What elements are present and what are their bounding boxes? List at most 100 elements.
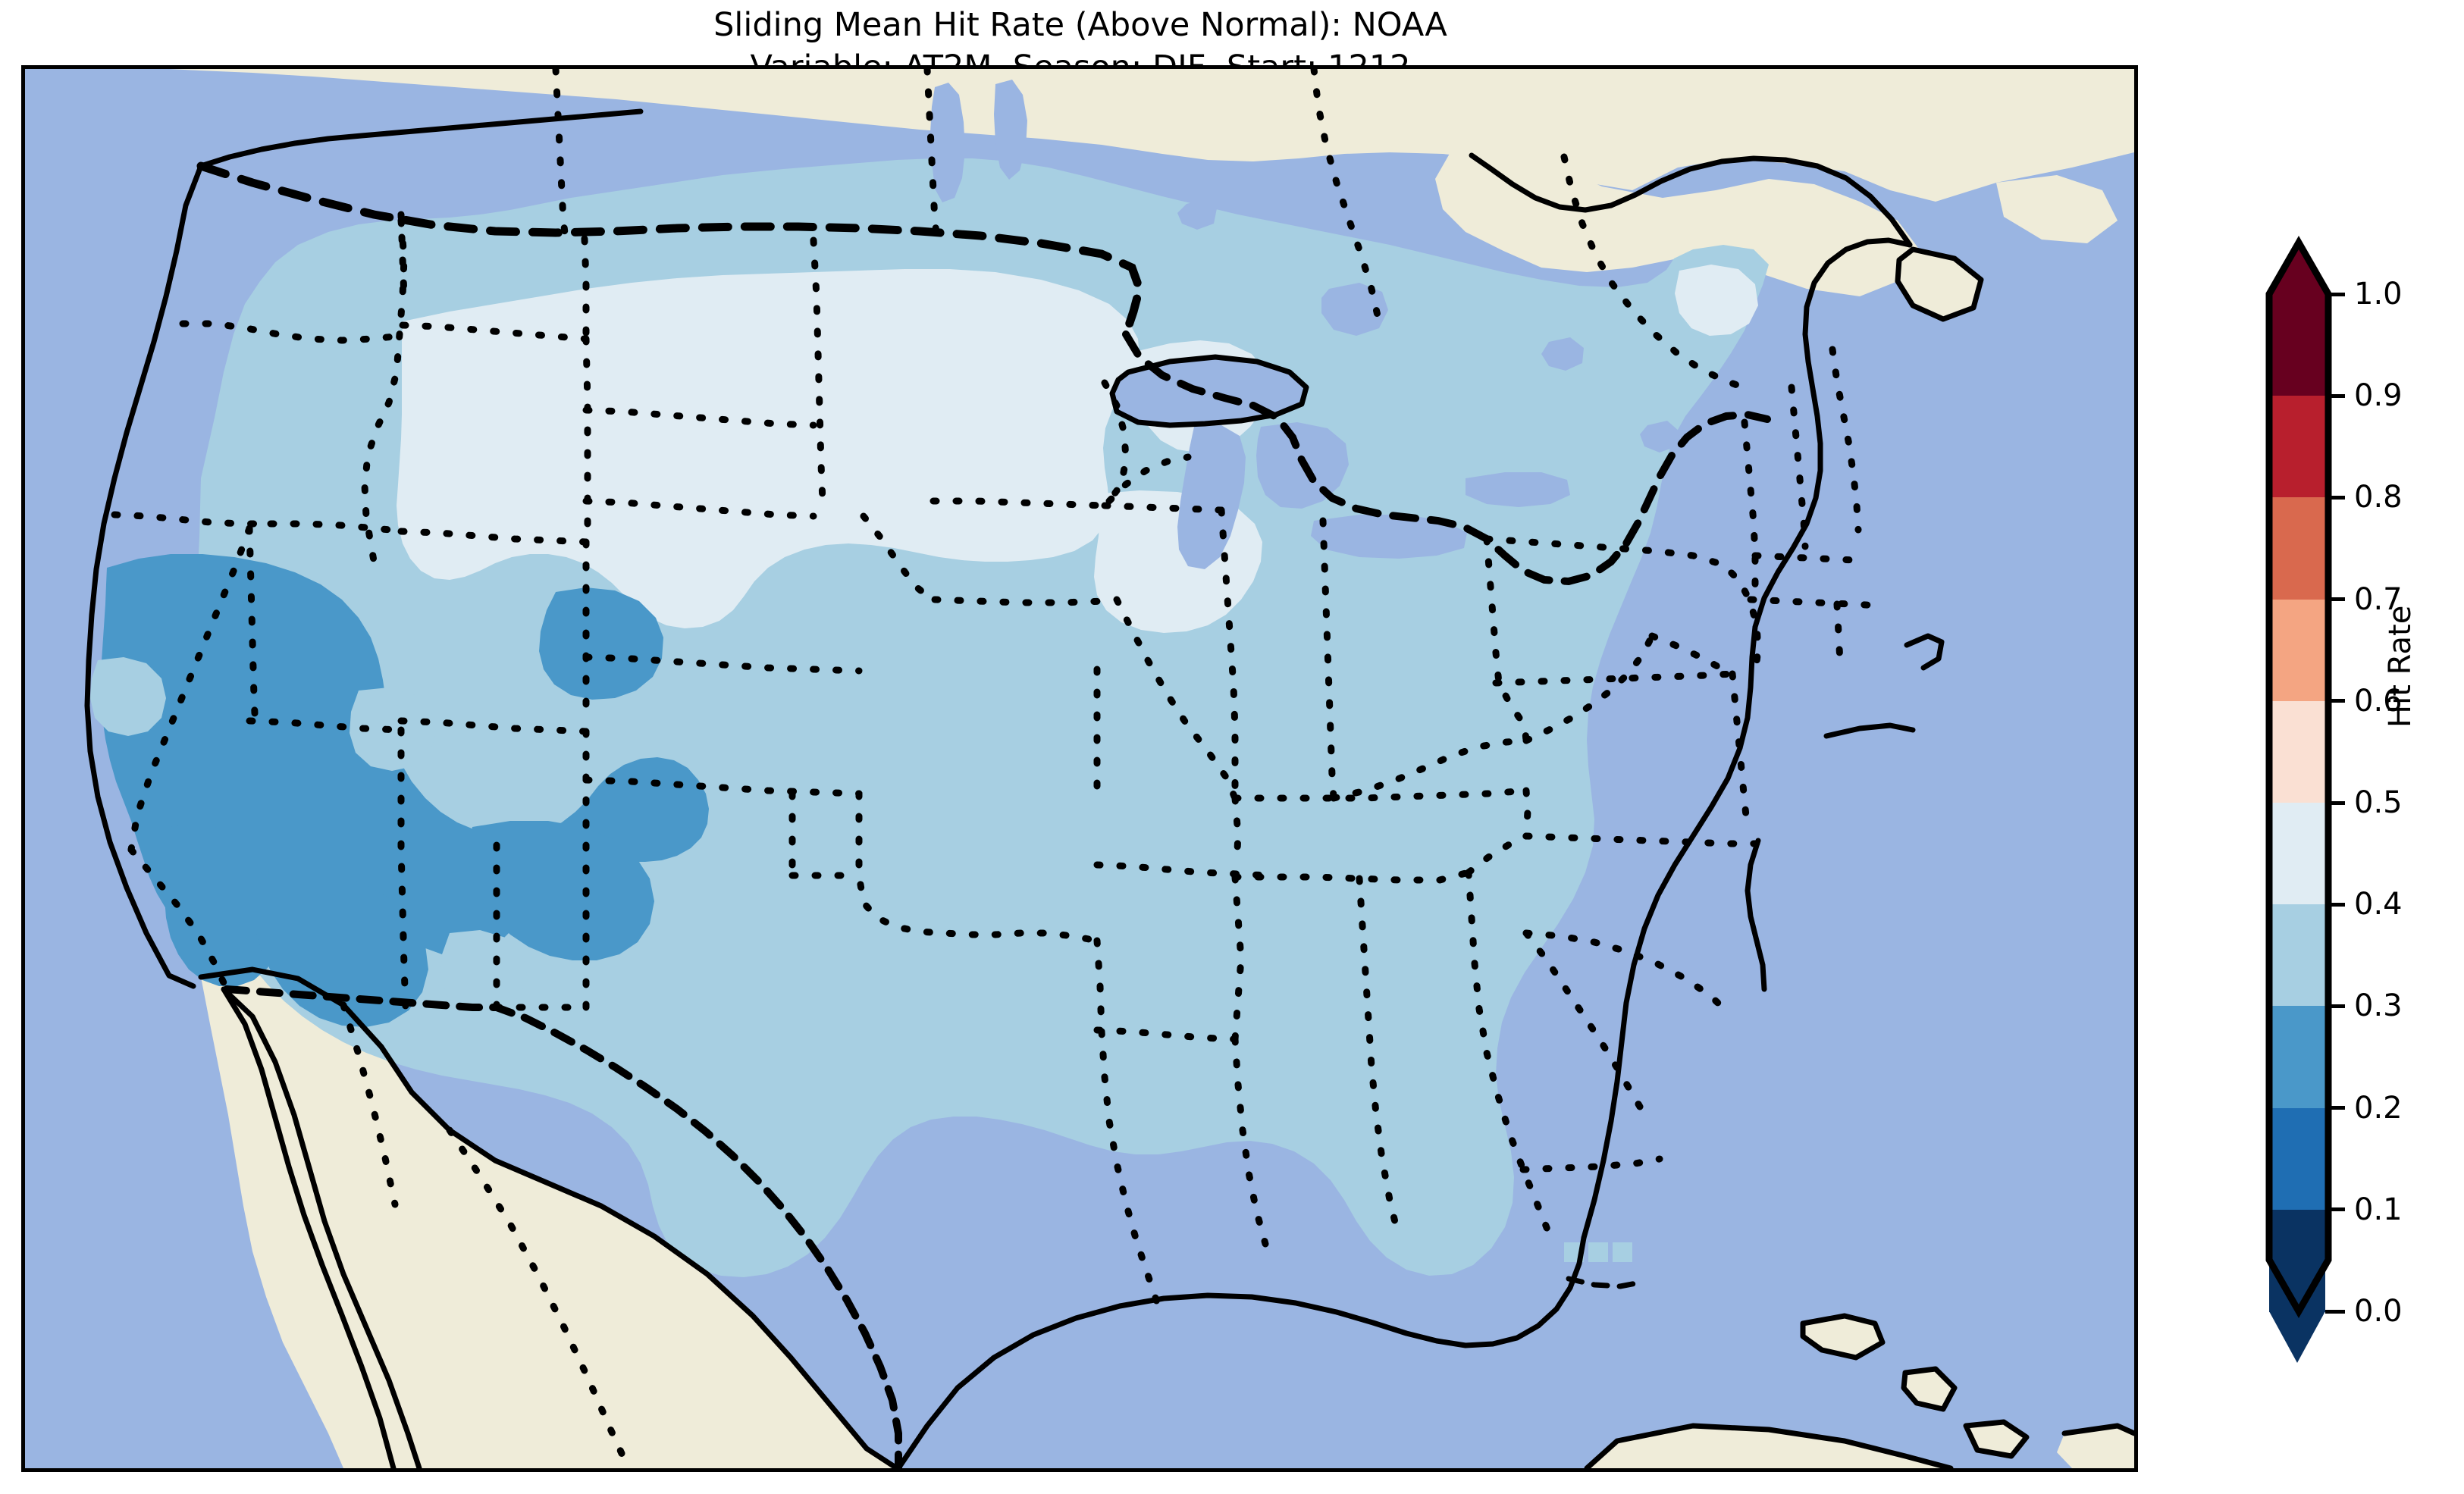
band-pixel-fl-3 xyxy=(1613,1242,1632,1262)
border-va-nc xyxy=(1522,832,1763,847)
colorbar-ticks: 1.0 0.9 0.8 0.7 0.6 0.5 0.4 0.3 0.2 0.1 0.0 xyxy=(2325,243,2464,1380)
border-sd-ne xyxy=(582,497,817,520)
border-mo-ar xyxy=(1093,861,1272,879)
border-ma-nh xyxy=(1751,552,1859,564)
band-0.2-0.3-colorado-spot xyxy=(539,587,663,700)
border-pa-oh xyxy=(1483,535,1530,744)
band-0.2-0.3-arizona xyxy=(252,869,428,1027)
title-line-1: Sliding Mean Hit Rate (Above Normal): NO… xyxy=(713,6,1447,44)
border-co-nm xyxy=(397,717,590,735)
landmass-cuba xyxy=(1587,1426,1951,1468)
border-ne-ks xyxy=(582,653,863,675)
colorbar-band-8 xyxy=(2269,1107,2325,1211)
coastline-baja xyxy=(221,986,422,1468)
border-ok-tx xyxy=(855,790,1101,944)
coastline-nova-scotia xyxy=(1895,246,1984,322)
coastline-bahamas-3 xyxy=(1963,1419,2030,1459)
band-0.3-0.4-ca-coast-pocket xyxy=(90,657,166,736)
border-canada-prov-3 xyxy=(1310,69,1383,326)
colorbar-extend-top xyxy=(2269,243,2325,294)
border-ca-az xyxy=(127,846,230,993)
band-0.3-0.4-sw-pocket-3 xyxy=(440,930,527,1013)
landmass-baja-california xyxy=(216,989,419,1468)
border-wi-il xyxy=(1101,502,1225,514)
coastline-west xyxy=(84,163,204,989)
colorbar-band-1 xyxy=(2269,396,2325,498)
border-nv-ca xyxy=(127,525,253,853)
lake-erie xyxy=(1311,515,1467,559)
border-mi-wi xyxy=(1105,453,1192,505)
state-borders xyxy=(111,69,1885,1468)
landmass-bahamas-3 xyxy=(1966,1422,2027,1456)
border-pa-md xyxy=(1492,670,1736,687)
border-ne-ia xyxy=(860,512,936,603)
colorbar-tick-label-9: 0.1 xyxy=(2354,1192,2403,1227)
landmass-bahamas-1 xyxy=(1803,1316,1882,1358)
colorbar-tick-line-2 xyxy=(2325,495,2345,500)
colorbar-tick-line-6 xyxy=(2325,902,2345,907)
border-wy-co xyxy=(397,528,590,546)
colorbar-band-5 xyxy=(2269,803,2325,905)
border-ky-va xyxy=(1522,787,1531,838)
colorbar-tick-line-4 xyxy=(2325,699,2345,703)
border-al-ga xyxy=(1465,869,1553,1237)
coastline-chesapeake xyxy=(1745,838,1767,992)
colorbar-tick-label-5: 0.5 xyxy=(2354,785,2403,820)
colorbar-band-6 xyxy=(2269,904,2325,1007)
border-canada-prov-4 xyxy=(1560,153,1756,394)
border-wa-or xyxy=(179,320,405,344)
colorbar-tick-line-7 xyxy=(2325,1004,2345,1008)
border-mt-wy xyxy=(399,321,588,343)
border-il-mo xyxy=(1113,596,1239,802)
border-ar-la xyxy=(1093,1026,1239,1043)
colorbar-tick-line-8 xyxy=(2325,1106,2345,1110)
border-nd-sd xyxy=(582,406,817,429)
border-wv-va xyxy=(1522,632,1656,744)
colorbar-band-0 xyxy=(2269,294,2325,396)
landmass-nova-scotia xyxy=(1898,249,1981,319)
coastline-atlantic xyxy=(1581,237,1913,1241)
band-0.2-0.3-new-mexico xyxy=(469,821,654,960)
lake-small-canada-4 xyxy=(1177,199,1217,230)
colorbar-band-9 xyxy=(2269,1209,2325,1312)
map-canvas xyxy=(25,69,2134,1468)
colorbar-tick-line-1 xyxy=(2325,393,2345,398)
colorbar-tick-line-10 xyxy=(2325,1309,2345,1314)
colorbar-band-2 xyxy=(2269,497,2325,600)
coastline-bahamas-1 xyxy=(1800,1313,1886,1361)
band-0.4-0.5-maine xyxy=(1675,265,1758,336)
coastline-baja-east xyxy=(221,986,397,1468)
border-mn-ia xyxy=(929,497,1107,509)
coastline-gulf xyxy=(895,1235,1587,1468)
colorbar-axis-label: Hit Rate xyxy=(2383,605,2418,728)
border-nc-sc xyxy=(1522,929,1733,1017)
border-tn-south xyxy=(1231,869,1472,884)
border-ny-vt xyxy=(1741,418,1759,593)
lake-ontario xyxy=(1466,472,1570,507)
colorbar-tick-label-4: 0.6 xyxy=(2354,683,2403,719)
colorbar-bands xyxy=(2269,243,2325,1363)
border-id-mt xyxy=(361,217,408,573)
colorbar-tick-line-0 xyxy=(2325,292,2345,296)
coastline-canada-east xyxy=(1469,152,1913,248)
border-ga-fl xyxy=(1519,1155,1663,1173)
colorbar-tick-label-1: 0.9 xyxy=(2354,378,2403,414)
colorbar: 1.0 0.9 0.8 0.7 0.6 0.5 0.4 0.3 0.2 0.1 0.0 Hit Ra… xyxy=(2265,235,2464,1425)
colorbar-band-7 xyxy=(2269,1006,2325,1109)
border-il-in xyxy=(1218,506,1239,802)
border-tx-la xyxy=(1093,937,1163,1313)
band-pixel-fl-2 xyxy=(1588,1242,1608,1262)
border-id-nv xyxy=(267,520,408,535)
colorbar-band-3 xyxy=(2269,599,2325,702)
border-us-canada xyxy=(196,161,1144,339)
border-in-oh xyxy=(1319,517,1337,802)
coastline-florida-keys xyxy=(1566,1276,1647,1289)
border-ct-ri xyxy=(1833,600,1844,666)
map-axes xyxy=(21,65,2138,1472)
border-ma-ct xyxy=(1747,596,1885,609)
border-md-va xyxy=(1648,632,1736,678)
landmass-canada-east xyxy=(1435,152,1920,296)
coastline-long-island xyxy=(1823,722,1916,739)
colorbar-tick-label-0: 1.0 xyxy=(2354,277,2403,312)
border-ia-mo xyxy=(931,596,1108,606)
